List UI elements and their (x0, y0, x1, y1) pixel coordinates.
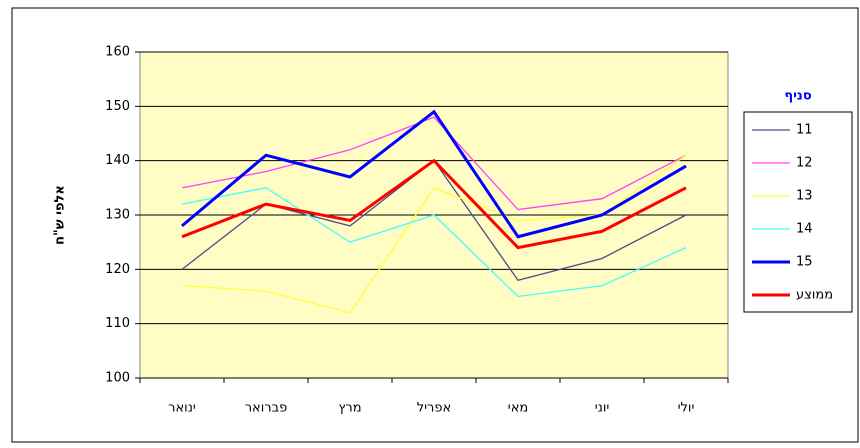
y-tick-label: 110 (105, 316, 130, 331)
x-tick-label: יוני (595, 401, 610, 416)
legend-box (743, 111, 853, 313)
series-line (181, 158, 687, 250)
legend-label: 11 (796, 123, 813, 138)
legend-label: 13 (796, 189, 813, 204)
y-tick-label: 160 (105, 45, 130, 60)
y-tick-label: 130 (105, 208, 130, 223)
legend-label: 12 (796, 156, 813, 171)
x-tick-label: מרץ (338, 401, 361, 416)
x-tick-label: אפריל (417, 401, 451, 416)
legend-label: 15 (796, 255, 813, 270)
x-tick-label: ינואר (168, 401, 196, 416)
x-tick-label: יולי (678, 401, 695, 416)
series-line (181, 187, 687, 298)
y-tick-label: 120 (105, 262, 130, 277)
x-tick-label: מאי (508, 401, 528, 416)
y-axis-label: אלפי ש"ח (53, 185, 68, 245)
x-tick-label: פברואר (245, 401, 288, 416)
series-line (181, 116, 687, 211)
y-tick-label: 100 (105, 371, 130, 386)
legend-label: 14 (796, 222, 813, 237)
y-tick-label: 140 (105, 153, 130, 168)
y-tick-label: 150 (105, 99, 130, 114)
legend-label: ממוצע (796, 288, 833, 303)
legend-title: סניף (784, 89, 811, 104)
series-line (181, 109, 687, 239)
